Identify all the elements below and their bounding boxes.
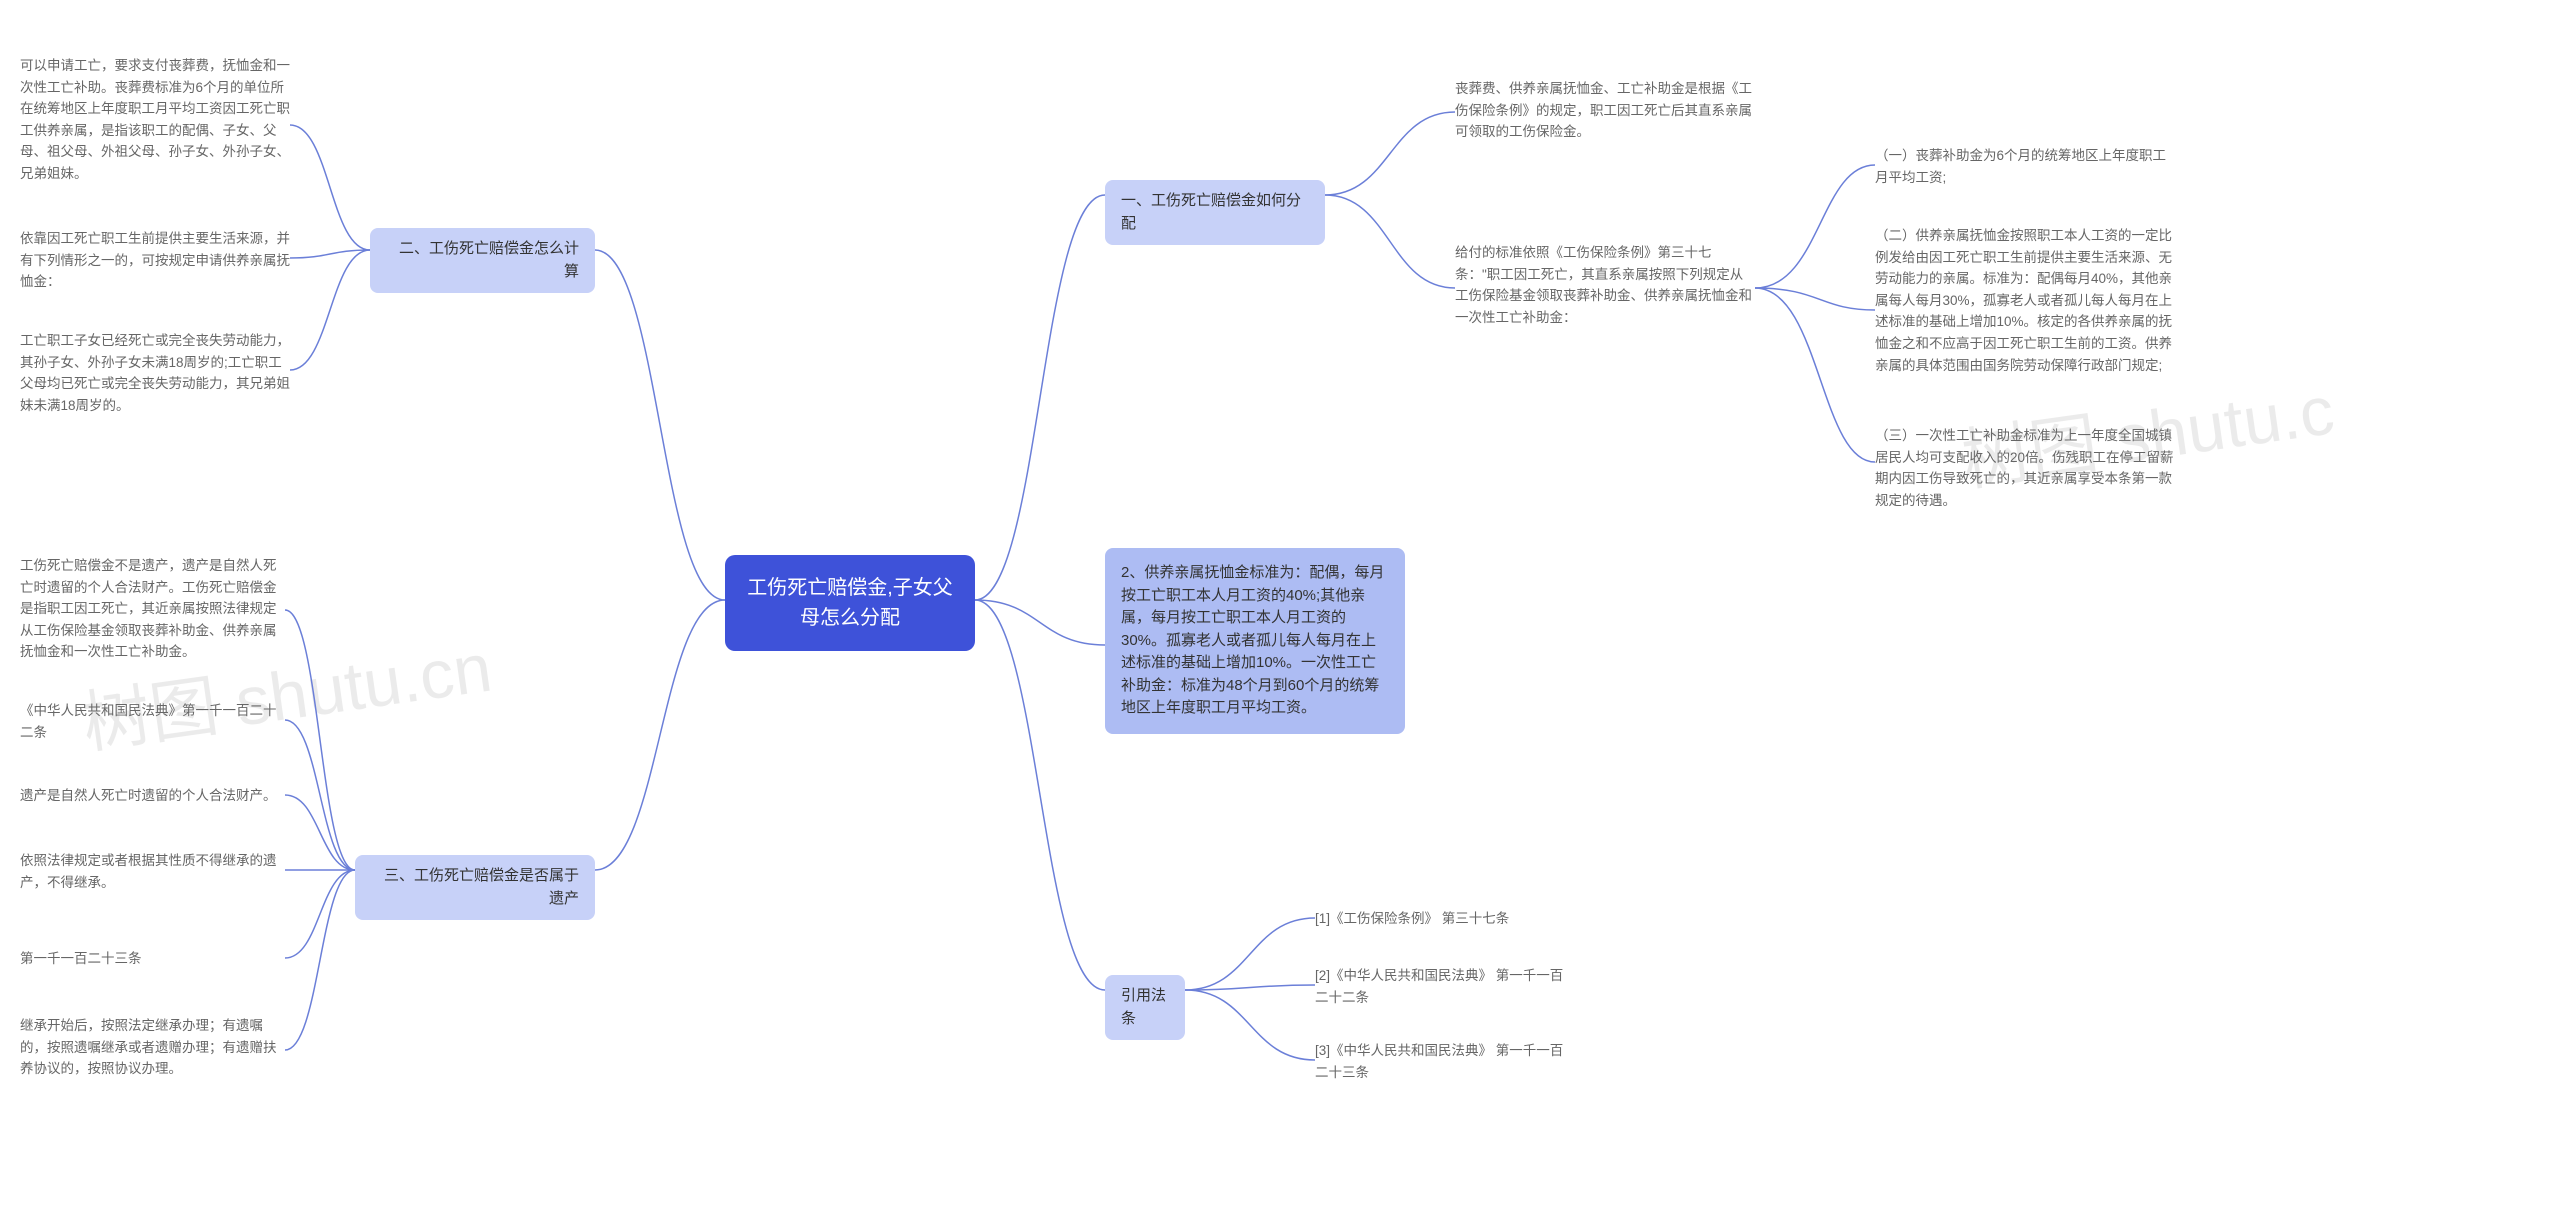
branch-right-2: 2、供养亲属抚恤金标准为：配偶，每月按工亡职工本人月工资的40%;其他亲属，每月… bbox=[1105, 548, 1405, 734]
leaf-r1-c1: 丧葬费、供养亲属抚恤金、工亡补助金是根据《工伤保险条例》的规定，职工因工死亡后其… bbox=[1455, 78, 1755, 143]
leaf-l1-c3: 工亡职工子女已经死亡或完全丧失劳动能力，其孙子女、外孙子女未满18周岁的;工亡职… bbox=[20, 330, 290, 416]
leaf-l1-c2: 依靠因工死亡职工生前提供主要生活来源，并有下列情形之一的，可按规定申请供养亲属抚… bbox=[20, 228, 290, 293]
branch-left-1-label: 二、工伤死亡赔偿金怎么计算 bbox=[399, 240, 579, 280]
center-node: 工伤死亡赔偿金,子女父母怎么分配 bbox=[725, 555, 975, 651]
leaf-l2-c1: 工伤死亡赔偿金不是遗产，遗产是自然人死亡时遗留的个人合法财产。工伤死亡赔偿金是指… bbox=[20, 555, 285, 663]
leaf-l2-c4: 依照法律规定或者根据其性质不得继承的遗产，不得继承。 bbox=[20, 850, 285, 893]
branch-left-2-label: 三、工伤死亡赔偿金是否属于遗产 bbox=[384, 867, 579, 907]
leaf-r1-c2-d2: （二）供养亲属抚恤金按照职工本人工资的一定比例发给由因工死亡职工生前提供主要生活… bbox=[1875, 225, 2175, 376]
leaf-r3-c1: [1]《工伤保险条例》 第三十七条 bbox=[1315, 908, 1575, 930]
branch-right-1: 一、工伤死亡赔偿金如何分配 bbox=[1105, 180, 1325, 245]
branch-left-1: 二、工伤死亡赔偿金怎么计算 bbox=[370, 228, 595, 293]
leaf-r3-c3: [3]《中华人民共和国民法典》 第一千一百二十三条 bbox=[1315, 1040, 1575, 1083]
leaf-r3-c2: [2]《中华人民共和国民法典》 第一千一百二十二条 bbox=[1315, 965, 1575, 1008]
leaf-l2-c6: 继承开始后，按照法定继承办理；有遗嘱的，按照遗嘱继承或者遗赠办理；有遗赠扶养协议… bbox=[20, 1015, 285, 1080]
leaf-l2-c2: 《中华人民共和国民法典》第一千一百二十二条 bbox=[20, 700, 285, 743]
branch-right-3: 引用法条 bbox=[1105, 975, 1185, 1040]
leaf-r1-c2: 给付的标准依照《工伤保险条例》第三十七条："职工因工死亡，其直系亲属按照下列规定… bbox=[1455, 242, 1755, 328]
leaf-r1-c2-d3: （三）一次性工亡补助金标准为上一年度全国城镇居民人均可支配收入的20倍。伤残职工… bbox=[1875, 425, 2175, 511]
branch-left-2: 三、工伤死亡赔偿金是否属于遗产 bbox=[355, 855, 595, 920]
leaf-l1-c1: 可以申请工亡，要求支付丧葬费，抚恤金和一次性工亡补助。丧葬费标准为6个月的单位所… bbox=[20, 55, 290, 185]
leaf-l2-c3: 遗产是自然人死亡时遗留的个人合法财产。 bbox=[20, 785, 285, 807]
leaf-r1-c2-d1: （一）丧葬补助金为6个月的统筹地区上年度职工月平均工资; bbox=[1875, 145, 2175, 188]
leaf-l2-c5: 第一千一百二十三条 bbox=[20, 948, 285, 970]
